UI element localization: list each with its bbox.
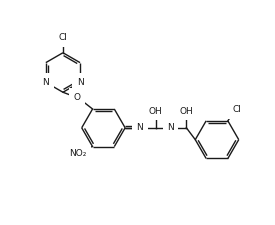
Text: OH: OH <box>180 106 193 115</box>
Text: N: N <box>42 78 49 87</box>
Text: N: N <box>137 123 143 132</box>
Text: Cl: Cl <box>232 106 241 115</box>
Text: N: N <box>77 78 83 87</box>
Text: OH: OH <box>149 106 163 115</box>
Text: Cl: Cl <box>59 34 67 43</box>
Text: NO₂: NO₂ <box>69 149 86 158</box>
Text: N: N <box>167 123 174 132</box>
Text: O: O <box>73 93 80 102</box>
